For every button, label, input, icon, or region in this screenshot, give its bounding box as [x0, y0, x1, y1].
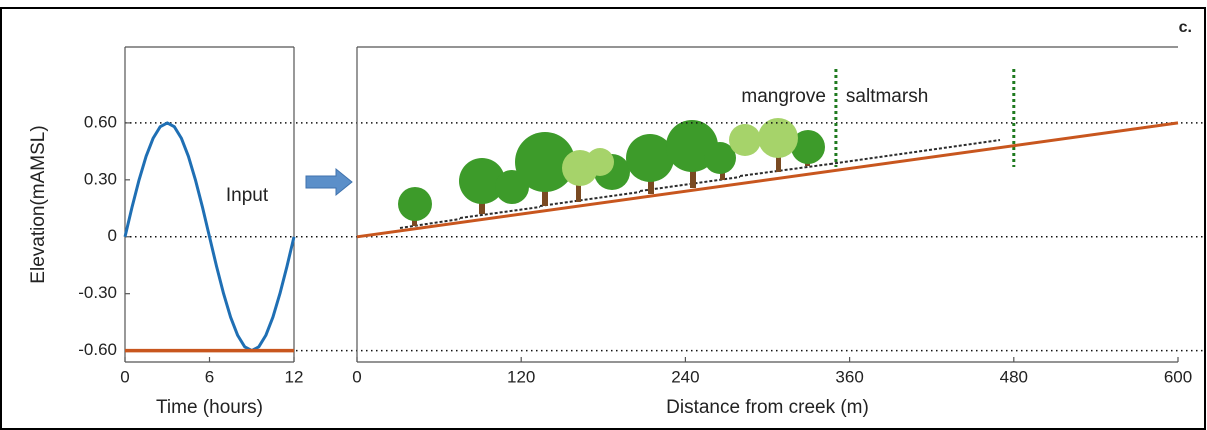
x-tick-label: 480: [1000, 367, 1028, 386]
panel-label: c.: [1179, 19, 1192, 36]
x-tick-label: 240: [671, 367, 699, 386]
x-tick-label: 6: [205, 367, 214, 386]
frame: [0, 7, 1206, 430]
x-tick-label: 600: [1164, 367, 1192, 386]
input-arrow: [305, 167, 353, 197]
x-tick-label: 12: [285, 367, 304, 386]
x-tick-label: 0: [120, 367, 129, 386]
x-tick-label: 120: [507, 367, 535, 386]
series-line: [356, 121, 1179, 239]
vegetation: [398, 118, 1001, 229]
y-tick-label: 0.30: [84, 169, 117, 188]
y-tick-label: 0: [108, 226, 117, 245]
x-axis-label: Time (hours): [156, 397, 263, 418]
y-tick-label: -0.60: [78, 340, 117, 359]
x-tick-label: 360: [835, 367, 863, 386]
x-axis-label: Distance from creek (m): [666, 397, 869, 418]
x-tick-label: 0: [352, 367, 361, 386]
y-tick-label: 0.60: [84, 112, 117, 131]
annotation: Input: [226, 185, 269, 206]
zone-label: mangrove: [741, 86, 826, 107]
series-line: [123, 121, 296, 353]
zone-label: saltmarsh: [846, 86, 928, 107]
y-axis-label: Elevation(mAMSL): [28, 125, 49, 283]
y-tick-label: -0.30: [78, 283, 117, 302]
